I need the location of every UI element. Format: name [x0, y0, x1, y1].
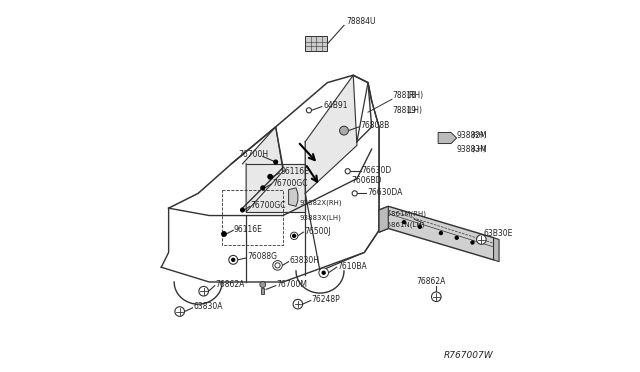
Bar	[305, 36, 328, 51]
Polygon shape	[379, 206, 388, 232]
Circle shape	[403, 221, 406, 224]
Text: 76248P: 76248P	[312, 295, 340, 304]
Bar	[261, 288, 264, 294]
Circle shape	[199, 286, 209, 296]
Circle shape	[275, 263, 280, 268]
Circle shape	[274, 160, 278, 164]
Text: R767007W: R767007W	[444, 350, 493, 359]
Circle shape	[222, 232, 226, 236]
Circle shape	[260, 282, 266, 288]
Circle shape	[261, 186, 264, 190]
Text: 78818: 78818	[392, 91, 416, 100]
Text: 7610BA: 7610BA	[338, 262, 367, 270]
Text: 63B30E: 63B30E	[484, 229, 513, 238]
Text: 96116E: 96116E	[234, 225, 263, 234]
Circle shape	[232, 259, 235, 261]
Polygon shape	[493, 238, 499, 262]
Circle shape	[455, 236, 458, 239]
Text: 76630DA: 76630DA	[367, 188, 403, 197]
Text: 76088G: 76088G	[247, 252, 277, 262]
Circle shape	[293, 299, 303, 309]
Text: 76700GC: 76700GC	[251, 201, 286, 210]
Circle shape	[419, 225, 421, 228]
Text: (RH): (RH)	[472, 132, 487, 138]
Circle shape	[440, 232, 442, 235]
Circle shape	[471, 241, 474, 244]
Circle shape	[340, 126, 348, 135]
Circle shape	[431, 292, 441, 302]
Text: 76808B: 76808B	[360, 121, 389, 130]
Circle shape	[273, 260, 282, 270]
Text: 7606BD: 7606BD	[351, 176, 382, 185]
Text: (RH): (RH)	[407, 91, 424, 100]
Circle shape	[477, 235, 486, 244]
Text: 93882M: 93882M	[456, 131, 487, 140]
Text: 76500J: 76500J	[304, 227, 331, 235]
Circle shape	[229, 256, 237, 264]
Circle shape	[292, 234, 296, 237]
Text: (LH): (LH)	[407, 106, 423, 115]
Circle shape	[319, 268, 328, 278]
Text: 78884U: 78884U	[346, 17, 375, 26]
Text: 76700GC: 76700GC	[272, 179, 307, 187]
Text: 76862A: 76862A	[216, 280, 245, 289]
Text: 64B91: 64B91	[324, 101, 348, 110]
Polygon shape	[379, 206, 493, 260]
Circle shape	[268, 174, 273, 179]
Text: 93882X(RH): 93882X(RH)	[300, 199, 342, 206]
Polygon shape	[289, 188, 298, 206]
Text: 76700M: 76700M	[276, 280, 307, 289]
Polygon shape	[305, 75, 357, 193]
Text: 76861M(RH): 76861M(RH)	[383, 211, 427, 217]
Polygon shape	[243, 127, 283, 212]
Polygon shape	[246, 164, 305, 212]
Text: 76862A: 76862A	[416, 278, 445, 286]
Text: 78819: 78819	[392, 106, 416, 115]
Text: 76630D: 76630D	[362, 166, 392, 175]
Text: 63830A: 63830A	[193, 302, 223, 311]
Text: 76861N(LH): 76861N(LH)	[383, 221, 425, 228]
Text: 76700H: 76700H	[239, 151, 269, 160]
Circle shape	[322, 271, 325, 274]
Text: (LH): (LH)	[472, 146, 486, 152]
Text: 96116E: 96116E	[280, 167, 309, 176]
Text: 93883X(LH): 93883X(LH)	[300, 214, 342, 221]
Polygon shape	[438, 132, 456, 144]
Text: 93883M: 93883M	[456, 145, 488, 154]
Text: 63830H: 63830H	[289, 256, 319, 265]
Circle shape	[241, 208, 244, 212]
Circle shape	[175, 307, 184, 316]
Circle shape	[291, 232, 298, 240]
